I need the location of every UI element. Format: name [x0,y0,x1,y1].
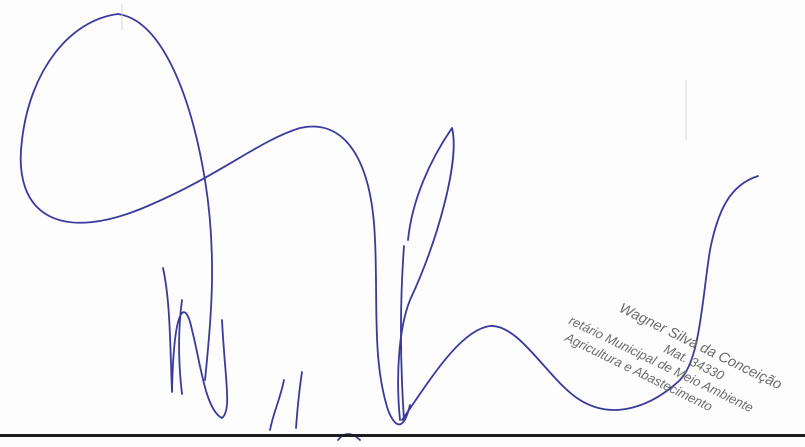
signature-line [0,434,805,437]
